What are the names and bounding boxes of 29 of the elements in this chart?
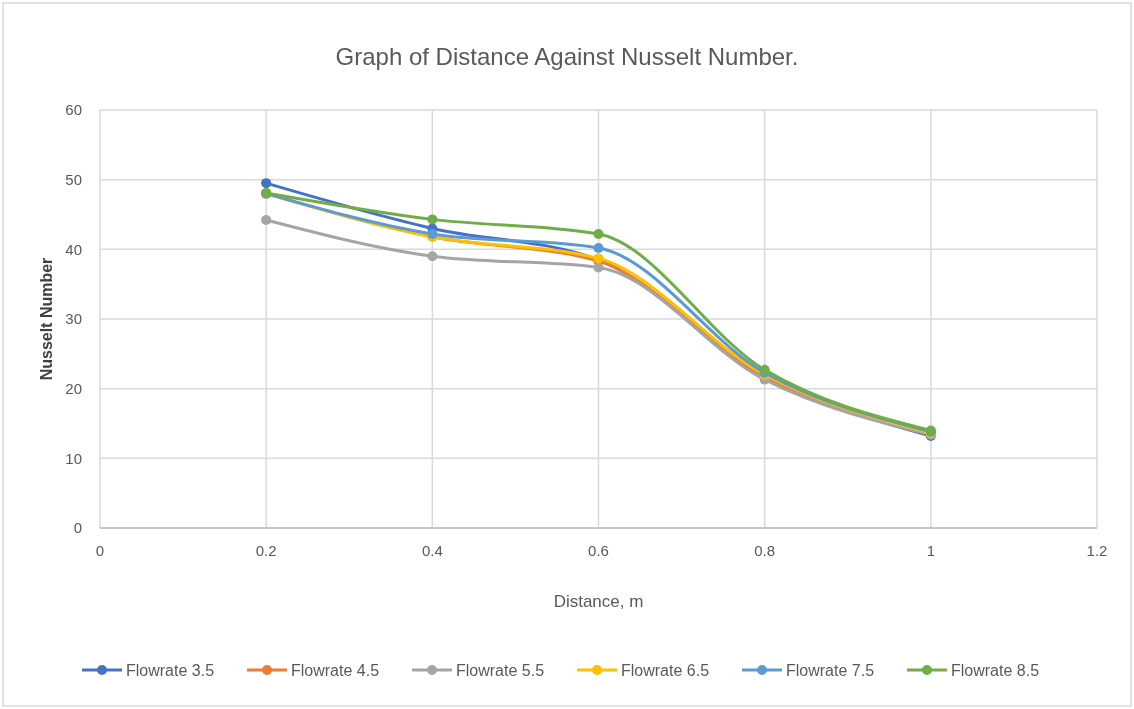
point — [593, 242, 604, 253]
legend-label: Flowrate 5.5 — [456, 661, 545, 679]
point — [427, 214, 438, 225]
x-tick-label: 0 — [95, 542, 105, 559]
x-tick-label: 0.6 — [588, 542, 609, 559]
y-tick-label: 0 — [73, 519, 82, 537]
legend-label: Flowrate 4.5 — [291, 661, 380, 679]
x-tick-label: 0.4 — [421, 542, 443, 559]
x-axis-title: Distance, m — [553, 592, 644, 611]
legend-label: Flowrate 8.5 — [951, 661, 1040, 679]
y-tick-label: 40 — [65, 240, 82, 258]
legend-label: Flowrate 7.5 — [786, 661, 875, 679]
x-tick-label: 0.2 — [255, 542, 277, 559]
point — [593, 229, 604, 240]
y-tick-label: 30 — [65, 310, 82, 328]
legend-label: Flowrate 3.5 — [126, 661, 215, 679]
y-tick-label: 20 — [65, 379, 82, 397]
y-tick-label: 50 — [65, 170, 82, 188]
x-tick-label: 1.2 — [1086, 542, 1108, 559]
legend-label: Flowrate 6.5 — [621, 661, 710, 679]
y-tick-label: 10 — [65, 449, 82, 467]
y-axis-title: Nusselt Number — [38, 257, 55, 381]
point — [427, 251, 438, 262]
y-tick-label: 60 — [65, 101, 82, 119]
point — [261, 178, 272, 189]
x-tick-label: 1 — [926, 542, 936, 559]
point — [261, 215, 272, 226]
chart-title: Graph of Distance Against Nusselt Number. — [335, 43, 799, 70]
x-tick-label: 0.8 — [754, 542, 776, 559]
